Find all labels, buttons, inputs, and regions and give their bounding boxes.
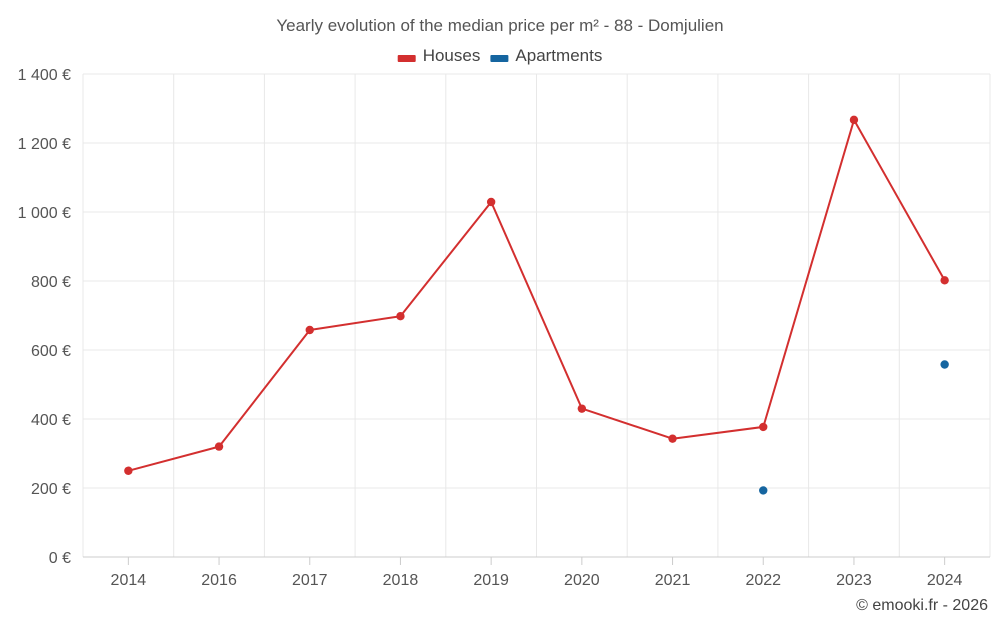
x-tick-label: 2024	[927, 572, 963, 589]
y-tick-label: 1 000 €	[18, 205, 71, 222]
y-tick-label: 600 €	[31, 343, 71, 360]
y-tick-label: 400 €	[31, 412, 71, 429]
data-point[interactable]	[486, 197, 496, 207]
data-point[interactable]	[668, 434, 677, 443]
data-point[interactable]	[305, 325, 314, 335]
x-tick-label: 2023	[836, 572, 872, 589]
data-point[interactable]	[396, 311, 405, 321]
series-group	[124, 115, 949, 495]
data-point[interactable]	[759, 422, 768, 432]
y-tick-label: 0 €	[49, 550, 71, 567]
x-tick-label: 2019	[473, 572, 509, 589]
x-tick-label: 2022	[745, 572, 781, 589]
grid	[82, 73, 991, 557]
x-tick-label: 2018	[383, 572, 419, 589]
data-point[interactable]	[940, 276, 949, 285]
legend-item-apartments[interactable]: Apartments	[490, 46, 602, 65]
y-tick-label: 200 €	[31, 481, 71, 498]
axes: 0 € 200 € 400 € 600 € 800 € 1 000 € 1 200 € 1 4…	[18, 67, 990, 589]
data-point[interactable]	[940, 360, 949, 369]
data-point[interactable]	[124, 466, 133, 475]
legend-label: Apartments	[515, 46, 602, 65]
legend-swatch	[397, 55, 416, 62]
x-tick-label: 2016	[201, 572, 237, 589]
legend: Houses Apartments	[397, 46, 602, 65]
chart-title: Yearly evolution of the median price per…	[276, 16, 723, 35]
y-tick-label: 1 400 €	[18, 67, 71, 84]
x-tick-label: 2017	[292, 572, 328, 589]
legend-item-houses[interactable]: Houses	[397, 46, 481, 65]
x-tick-label: 2021	[655, 572, 691, 589]
series-houses	[124, 115, 949, 475]
data-point[interactable]	[849, 115, 859, 125]
series-line	[128, 118, 946, 472]
legend-label: Houses	[423, 46, 481, 65]
series-apartments	[759, 360, 949, 495]
y-tick-label: 800 €	[31, 274, 71, 291]
data-point[interactable]	[759, 486, 768, 495]
legend-swatch	[490, 55, 509, 62]
x-tick-label: 2020	[564, 572, 600, 589]
credit-text: © emooki.fr - 2026	[856, 597, 988, 614]
data-point[interactable]	[214, 442, 224, 451]
x-tick-label: 2014	[111, 572, 147, 589]
data-point[interactable]	[577, 404, 587, 413]
y-tick-label: 1 200 €	[18, 136, 71, 153]
